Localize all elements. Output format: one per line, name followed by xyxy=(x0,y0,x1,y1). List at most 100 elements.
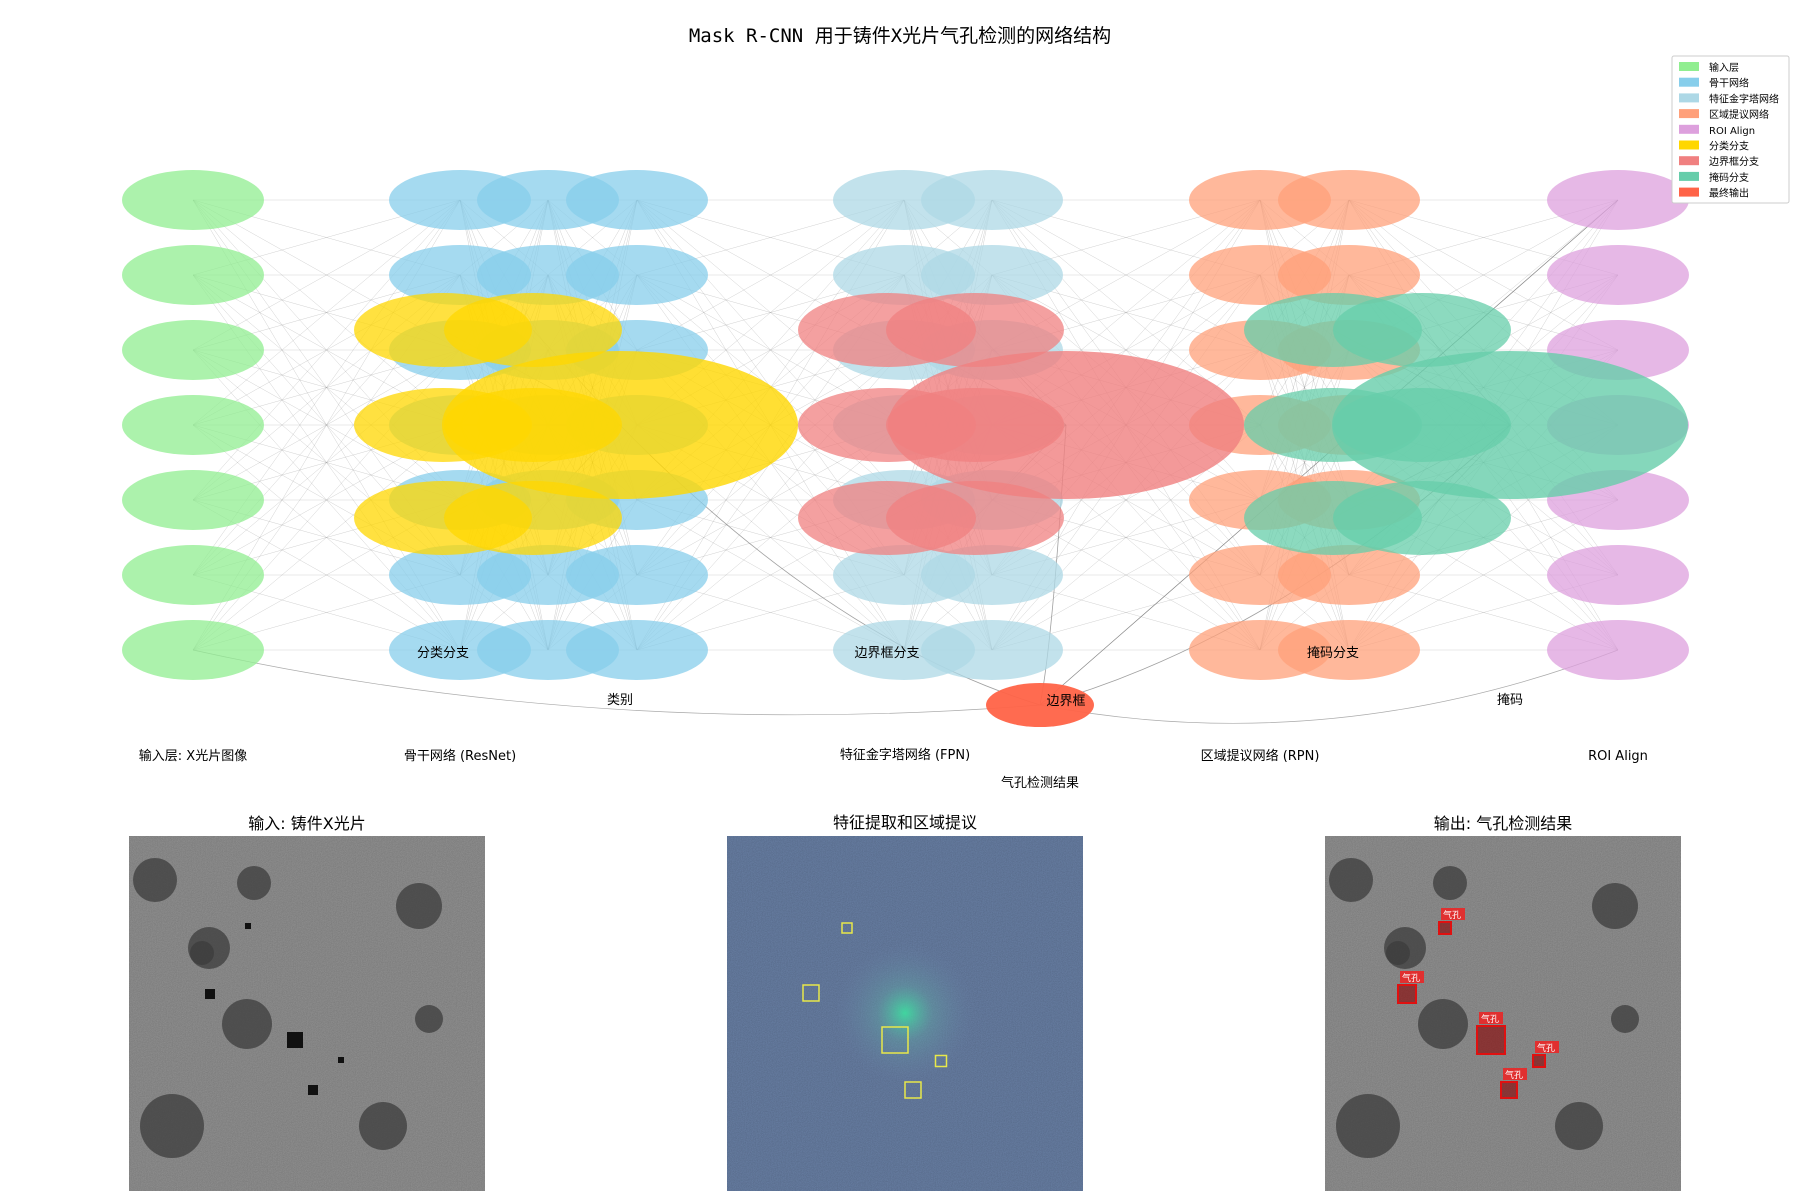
proposal-box xyxy=(881,1026,909,1054)
input-node xyxy=(122,170,264,230)
branch-output-node xyxy=(1332,351,1688,499)
rpn-node xyxy=(1278,245,1420,305)
defect xyxy=(308,1085,318,1095)
defect xyxy=(338,1057,344,1063)
edge xyxy=(636,199,905,426)
pore xyxy=(1433,866,1467,900)
detection-box xyxy=(1532,1054,1546,1068)
branch-node xyxy=(886,293,1064,367)
pore xyxy=(359,1102,407,1150)
panel-features: 特征提取和区域提议 xyxy=(727,813,1083,1191)
proposal-box xyxy=(841,922,853,934)
edge xyxy=(192,349,461,501)
result-output-label: 气孔检测结果 xyxy=(1001,775,1079,791)
roi-node xyxy=(1547,620,1689,680)
input-node xyxy=(122,545,264,605)
fpn-node xyxy=(921,620,1063,680)
branch-node xyxy=(444,293,622,367)
pore xyxy=(1611,1005,1639,1033)
region-proposals xyxy=(802,922,948,1099)
detection-box xyxy=(1438,921,1452,935)
panel-features-title: 特征提取和区域提议 xyxy=(833,813,977,832)
edge xyxy=(991,199,1261,351)
branch-node xyxy=(444,481,622,555)
detection-box xyxy=(1476,1025,1506,1055)
input-node xyxy=(122,245,264,305)
edge xyxy=(991,499,1261,651)
legend-label: 骨干网络 xyxy=(1709,77,1749,90)
detection-label: 气孔 xyxy=(1505,1069,1523,1081)
roi-node xyxy=(1547,545,1689,605)
edge xyxy=(192,199,461,351)
edge xyxy=(1348,199,1619,351)
rpn-node xyxy=(1278,620,1420,680)
pore xyxy=(1336,1094,1400,1158)
legend-label: 输入层 xyxy=(1709,61,1739,74)
backbone-layer-label: 骨干网络 (ResNet) xyxy=(404,748,516,764)
edge xyxy=(192,424,461,651)
legend-label: 特征金字塔网络 xyxy=(1709,92,1779,105)
fpn-node xyxy=(921,170,1063,230)
detection-label: 气孔 xyxy=(1443,909,1461,921)
defect xyxy=(245,923,251,929)
edge xyxy=(192,199,461,426)
legend-label: 区域提议网络 xyxy=(1709,108,1769,121)
input-node xyxy=(122,395,264,455)
branch-node xyxy=(1333,293,1511,367)
legend-swatch xyxy=(1679,171,1699,181)
edge xyxy=(1348,499,1619,651)
detection-label: 气孔 xyxy=(1537,1042,1555,1054)
fpn-node xyxy=(921,245,1063,305)
detection-label: 气孔 xyxy=(1481,1013,1499,1025)
input-node xyxy=(122,620,264,680)
legend-label: 掩码分支 xyxy=(1709,171,1749,184)
mask-branch-label: 掩码分支 xyxy=(1307,646,1359,661)
legend-swatch xyxy=(1679,77,1699,87)
edge xyxy=(192,199,461,501)
legend-label: 边界框分支 xyxy=(1709,155,1759,168)
input-node xyxy=(122,320,264,380)
final-output-node xyxy=(986,683,1094,727)
edge xyxy=(192,349,461,651)
pore xyxy=(1386,941,1410,965)
legend-swatch xyxy=(1679,187,1699,197)
detection-box xyxy=(1397,984,1417,1004)
pore xyxy=(222,999,272,1049)
legend-swatch xyxy=(1679,156,1699,166)
pore xyxy=(1418,999,1468,1049)
pore-blobs xyxy=(133,858,443,1158)
detection-label: 气孔 xyxy=(1402,972,1420,984)
pore xyxy=(190,941,214,965)
network-nodes xyxy=(122,170,1689,727)
mask-output-label: 掩码 xyxy=(1497,693,1523,708)
edge xyxy=(192,424,461,651)
branch-node xyxy=(886,481,1064,555)
pore xyxy=(237,866,271,900)
legend-label: 最终输出 xyxy=(1709,187,1749,200)
legend-label: ROI Align xyxy=(1709,126,1755,137)
pore xyxy=(133,858,177,902)
pore xyxy=(415,1005,443,1033)
panel-input: 输入: 铸件X光片 xyxy=(129,814,485,1191)
cls-branch-label: 分类分支 xyxy=(417,646,469,661)
proposal-box xyxy=(802,984,820,1002)
pore xyxy=(396,883,442,929)
fpn-layer-label: 特征金字塔网络 (FPN) xyxy=(840,747,970,763)
rpn-node xyxy=(1278,545,1420,605)
fpn-node xyxy=(921,545,1063,605)
edge xyxy=(636,424,905,651)
edge xyxy=(192,274,461,501)
rpn-node xyxy=(1278,170,1420,230)
detection-tag xyxy=(1441,908,1465,920)
edge xyxy=(192,199,461,426)
defect xyxy=(287,1032,303,1048)
input-node xyxy=(122,470,264,530)
panel-output-title: 输出: 气孔检测结果 xyxy=(1434,814,1572,833)
branch-output-node xyxy=(888,351,1244,499)
detection-tag xyxy=(1535,1041,1559,1053)
proposal-box xyxy=(904,1081,922,1099)
input-layer-label: 输入层: X光片图像 xyxy=(139,748,247,764)
detection-tag xyxy=(1400,971,1424,983)
diagram-title: Mask R-CNN 用于铸件X光片气孔检测的网络结构 xyxy=(689,25,1111,47)
